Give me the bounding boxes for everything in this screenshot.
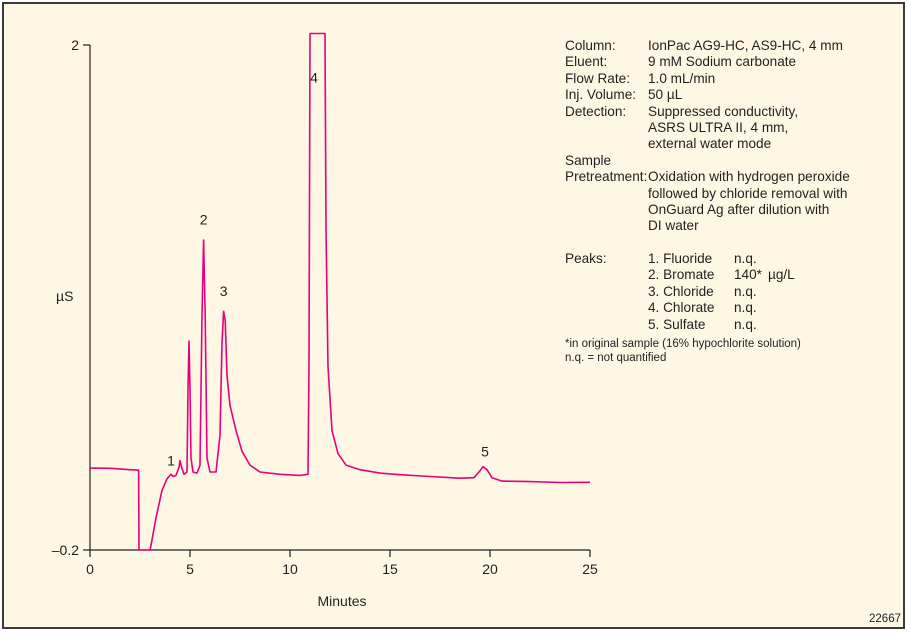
footnote-line: n.q. = not quantified	[565, 351, 667, 364]
footnote-line: *in original sample (16% hypochlorite so…	[565, 337, 801, 350]
condition-row: Inj. Volume: 50 µL	[565, 87, 895, 103]
condition-key: Detection:	[565, 103, 627, 119]
condition-value: 9 mM Sodium carbonate	[648, 54, 797, 70]
condition-row: Sample	[565, 153, 895, 169]
condition-row: Detection: Suppressed conductivity,	[565, 104, 895, 120]
y-tick-label: –0.2	[52, 542, 79, 558]
peak-amount: n.q.	[734, 316, 757, 332]
peak-row: 3. Chloride n.q.	[648, 284, 795, 300]
condition-key: Inj. Volume:	[565, 87, 637, 103]
y-axis-label: µS	[56, 288, 73, 304]
condition-value	[648, 153, 895, 169]
x-axis-label: Minutes	[317, 593, 366, 609]
condition-value: followed by chloride removal with	[648, 185, 848, 201]
condition-row: ASRS ULTRA II, 4 mm,	[565, 120, 895, 136]
condition-value: Suppressed conductivity,	[648, 103, 799, 119]
chart-axes: 0 5 10 15 20 252–0.2	[52, 37, 598, 577]
run-conditions-panel: Column: IonPac AG9-HC, AS9-HC, 4 mm Eluent…	[565, 38, 895, 365]
peak-row: 4. Chlorate n.q.	[648, 300, 795, 316]
peak-labels: 1 2 3 4 5	[167, 69, 489, 468]
peak-row: 5. Sulfate n.q.	[648, 317, 795, 333]
condition-row: Flow Rate: 1.0 mL/min	[565, 71, 895, 87]
peaks-heading: Peaks:	[565, 250, 607, 266]
condition-value: OnGuard Ag after dilution with	[648, 202, 830, 218]
peak-name: 3. Chloride	[648, 283, 714, 299]
peak-label-2: 2	[200, 212, 208, 228]
x-tick-label: 10	[282, 561, 298, 577]
x-tick-label: 25	[582, 561, 598, 577]
figure-frame	[2, 2, 905, 629]
peak-name: 5. Sulfate	[648, 316, 706, 332]
peak-unit: µg/L	[767, 267, 795, 283]
conditions-list: Column: IonPac AG9-HC, AS9-HC, 4 mm Eluent…	[565, 38, 895, 235]
peak-row: 2. Bromate 140* µg/L	[648, 267, 795, 283]
peak-label-3: 3	[220, 283, 228, 299]
condition-row: Eluent: 9 mM Sodium carbonate	[565, 54, 895, 70]
condition-key: Pretreatment:	[565, 169, 648, 185]
chromatogram-trace	[89, 32, 591, 551]
footnotes: *in original sample (16% hypochlorite so…	[565, 337, 895, 365]
condition-key: Eluent:	[565, 54, 608, 70]
peak-name: 4. Chlorate	[648, 300, 715, 316]
condition-key	[565, 120, 648, 136]
peak-label-1: 1	[167, 453, 175, 469]
condition-key: Sample	[565, 152, 612, 168]
condition-row: Column: IonPac AG9-HC, AS9-HC, 4 mm	[565, 38, 895, 54]
x-tick-label: 15	[382, 561, 398, 577]
peak-amount: n.q.	[734, 283, 757, 299]
condition-value: DI water	[648, 218, 699, 234]
condition-key	[565, 218, 648, 234]
peak-amount: n.q.	[734, 250, 757, 266]
condition-row: followed by chloride removal with	[565, 186, 895, 202]
condition-key	[565, 136, 648, 152]
condition-value: 1.0 mL/min	[648, 70, 716, 86]
condition-value: external water mode	[648, 136, 772, 152]
y-tick-label: 2	[71, 37, 79, 53]
peak-label-4: 4	[310, 69, 318, 85]
x-tick-label: 20	[482, 561, 498, 577]
peak-amount: 140*	[734, 267, 762, 283]
peak-name: 2. Bromate	[648, 267, 715, 283]
condition-value: Oxidation with hydrogen peroxide	[648, 169, 850, 185]
peaks-table: Peaks: 1. Fluoride n.q. 2. Bromate 140* µg/L…	[565, 251, 895, 333]
x-tick-label: 5	[186, 561, 194, 577]
condition-key	[565, 186, 648, 202]
condition-value: 50 µL	[648, 87, 683, 103]
figure-id: 22667	[869, 613, 901, 625]
peak-row: 1. Fluoride n.q.	[648, 251, 795, 267]
peak-amount: n.q.	[734, 300, 757, 316]
peaks-list: 1. Fluoride n.q. 2. Bromate 140* µg/L 3. Chlo…	[648, 251, 795, 333]
condition-key: Flow Rate:	[565, 70, 630, 86]
condition-row: DI water	[565, 218, 895, 234]
condition-row: external water mode	[565, 136, 895, 152]
condition-row: Pretreatment: Oxidation with hydrogen per…	[565, 169, 895, 185]
condition-value: IonPac AG9-HC, AS9-HC, 4 mm	[648, 38, 843, 53]
condition-row: OnGuard Ag after dilution with	[565, 202, 895, 218]
condition-key	[565, 202, 648, 218]
peak-label-5: 5	[481, 443, 489, 459]
condition-key: Column:	[565, 38, 616, 53]
peak-name: 1. Fluoride	[648, 250, 713, 266]
x-tick-label: 0	[86, 561, 94, 577]
condition-value: ASRS ULTRA II, 4 mm,	[648, 120, 789, 136]
